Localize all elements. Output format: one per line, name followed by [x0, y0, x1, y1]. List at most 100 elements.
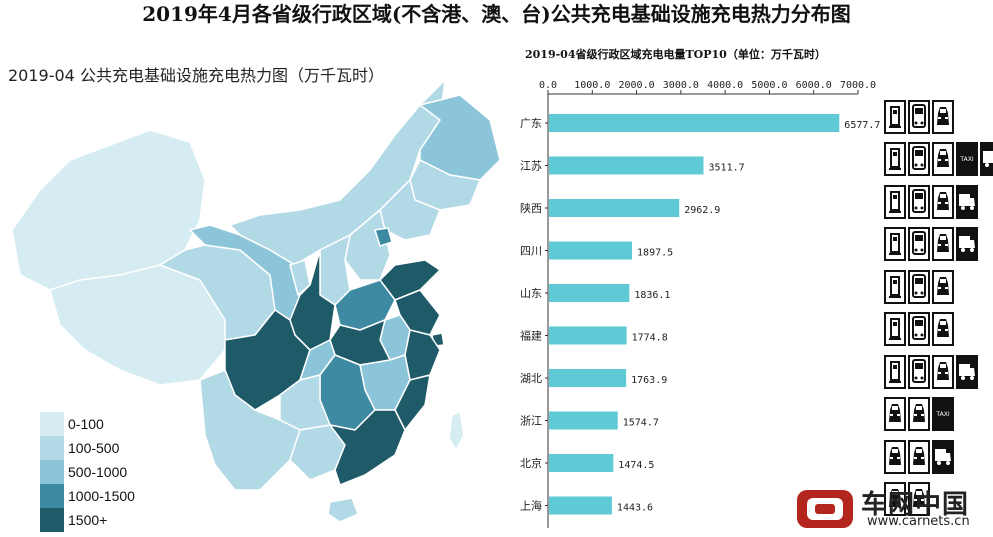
- truck-icon: [932, 440, 954, 474]
- charger-icon: [884, 312, 906, 346]
- bus-icon: [908, 227, 930, 261]
- page-title: 2019年4月各省级行政区域(不含港、澳、台)公共充电基础设施充电热力分布图: [142, 2, 851, 26]
- bar-chart-title: 2019-04省级行政区域充电电量TOP10（单位：万千瓦时）: [525, 48, 826, 61]
- bus-icon: [908, 185, 930, 219]
- data-label: 2962.9: [684, 205, 720, 216]
- watermark-name: 车网中国: [861, 490, 970, 520]
- category-label: 山东: [520, 287, 542, 300]
- bar: [549, 454, 614, 472]
- legend-label: 500-1000: [68, 464, 128, 480]
- region-tibet: [49, 264, 226, 386]
- legend-swatch: [40, 508, 64, 532]
- data-label: 1897.5: [637, 248, 673, 259]
- charger-icon: [884, 270, 906, 304]
- map-legend: 0-100 100-500 500-1000 1000-1500 1500+: [40, 412, 135, 532]
- map-title: 2019-04 公共充电基础设施充电热力图（万千瓦时）: [8, 66, 384, 85]
- legend-label: 0-100: [68, 416, 104, 432]
- legend-item-1: 100-500: [40, 436, 135, 460]
- watermark-url: www.carnets.cn: [867, 514, 970, 529]
- category-label: 江苏: [520, 160, 542, 173]
- charger-icon: [884, 100, 906, 134]
- x-tick-label: 7000.0: [840, 80, 876, 91]
- icon-row: TAXI: [884, 142, 993, 176]
- icon-row: [884, 270, 954, 304]
- data-label: 1836.1: [634, 290, 670, 301]
- taxi-icon: TAXI: [932, 397, 954, 431]
- bar: [549, 241, 633, 260]
- category-label: 陕西: [520, 201, 542, 215]
- x-tick-label: 4000.0: [707, 80, 743, 91]
- icon-row: TAXI: [884, 397, 954, 431]
- legend-item-0: 0-100: [40, 412, 135, 436]
- legend-swatch: [40, 412, 64, 436]
- data-label: 1574.7: [623, 418, 659, 429]
- car-icon: [908, 440, 930, 474]
- x-tick-label: 3000.0: [663, 80, 699, 91]
- bar: [549, 199, 680, 217]
- car-icon: [884, 397, 906, 431]
- region-taiwan: [448, 411, 465, 451]
- bus-icon: [908, 355, 930, 389]
- top10-bar-chart: 0.0 1000.0 2000.0 3000.0 4000.0 5000.0 6000.0 7…: [520, 80, 880, 528]
- x-tick-label: 6000.0: [796, 80, 832, 91]
- legend-swatch: [40, 484, 64, 508]
- region-hainan: [327, 497, 359, 523]
- data-label: 3511.7: [709, 163, 745, 174]
- bus-icon: [908, 270, 930, 304]
- charger-icon: [884, 142, 906, 176]
- charger-icon: [884, 227, 906, 261]
- region-hebei: [344, 209, 391, 281]
- truck-icon: [980, 142, 993, 176]
- bus-icon: [908, 142, 930, 176]
- category-label: 福建: [520, 329, 542, 343]
- icon-row: [884, 440, 954, 474]
- legend-swatch: [40, 436, 64, 460]
- category-label: 四川: [520, 245, 542, 258]
- carnets-logo-icon: [797, 490, 853, 528]
- car-icon: [932, 185, 954, 219]
- charger-icon: [884, 355, 906, 389]
- category-label: 广东: [520, 117, 542, 130]
- china-heat-map: [11, 79, 501, 523]
- x-tick-label: 5000.0: [751, 80, 787, 91]
- car-icon: [932, 355, 954, 389]
- car-icon: [932, 142, 954, 176]
- icon-row: [884, 482, 930, 516]
- legend-item-2: 500-1000: [40, 460, 135, 484]
- legend-label: 1000-1500: [68, 488, 135, 504]
- watermark-logo: 车网中国 www.carnets.cn: [795, 482, 993, 537]
- x-tick-label: 1000.0: [574, 80, 610, 91]
- icon-row: [884, 185, 978, 219]
- x-tick-label: 0.0: [539, 80, 557, 91]
- data-label: 1763.9: [631, 375, 667, 386]
- data-label: 1774.8: [632, 333, 668, 344]
- car-icon: [932, 312, 954, 346]
- car-icon: [932, 270, 954, 304]
- truck-icon: [956, 227, 978, 261]
- bar: [549, 369, 627, 387]
- x-tick-label: 2000.0: [619, 80, 655, 91]
- bar: [549, 411, 618, 430]
- car-icon: [884, 482, 906, 516]
- data-label: 1474.5: [618, 460, 654, 471]
- legend-item-4: 1500+: [40, 508, 135, 532]
- bar: [549, 114, 840, 132]
- bar: [549, 496, 612, 515]
- region-guangdong: [329, 409, 406, 486]
- bus-icon: [908, 100, 930, 134]
- category-label: 北京: [520, 456, 542, 470]
- region-beijing: [374, 227, 393, 247]
- car-icon: [932, 227, 954, 261]
- car-icon: [884, 440, 906, 474]
- icon-row: [884, 355, 978, 389]
- category-label: 湖北: [520, 372, 542, 385]
- charger-icon: [884, 185, 906, 219]
- taxi-icon: TAXI: [956, 142, 978, 176]
- data-label: 6577.7: [844, 120, 880, 131]
- icon-row: [884, 227, 978, 261]
- car-icon: [908, 397, 930, 431]
- bar: [549, 326, 627, 345]
- bus-icon: [908, 312, 930, 346]
- legend-swatch: [40, 460, 64, 484]
- car-icon: [908, 482, 930, 516]
